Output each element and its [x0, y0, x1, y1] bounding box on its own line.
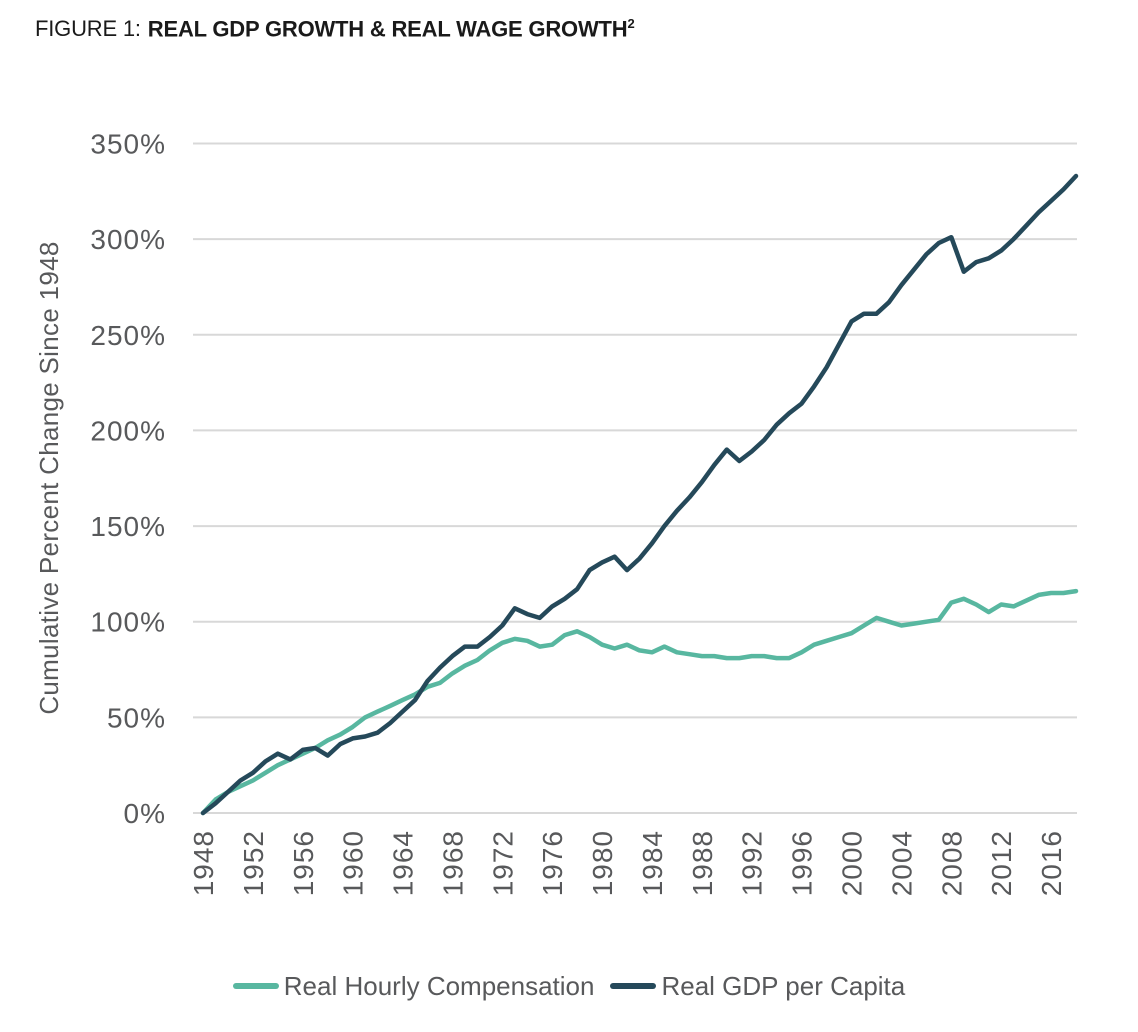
x-tick-label: 1956	[288, 830, 319, 896]
figure-label: FIGURE 1:	[35, 16, 141, 42]
y-tick-label: 300%	[90, 224, 166, 255]
x-tick-label: 1960	[338, 830, 369, 896]
x-tick-label: 1980	[587, 830, 618, 896]
x-tick-label: 1992	[737, 830, 768, 896]
series-line-real-hourly-compensation	[200, 588, 1079, 816]
figure-title: FIGURE 1: REAL GDP GROWTH & REAL WAGE GRO…	[35, 16, 635, 42]
x-tick-label: 1976	[537, 830, 568, 896]
y-tick-label: 0%	[124, 798, 166, 829]
legend-item-real-hourly-compensation: Real Hourly Compensation	[232, 970, 595, 1002]
x-tick-label: 2012	[986, 830, 1017, 896]
x-tick-label: 2004	[886, 830, 917, 896]
x-tick-label: 1968	[437, 830, 468, 896]
x-tick-label: 1972	[487, 830, 518, 896]
legend-swatch-teal	[232, 983, 279, 989]
x-tick-label: 1988	[687, 830, 718, 896]
x-tick-label: 2016	[1036, 830, 1067, 896]
legend-label-real-hourly-compensation: Real Hourly Compensation	[283, 970, 595, 1001]
x-tick-label: 1996	[787, 830, 818, 896]
y-tick-label: 250%	[90, 320, 166, 351]
y-tick-label: 350%	[90, 129, 166, 160]
footnote-marker: 2	[627, 16, 635, 31]
y-tick-label: 50%	[107, 702, 166, 733]
figure-title-text: REAL GDP GROWTH & REAL WAGE GROWTH	[147, 16, 628, 42]
legend-label-real-gdp-per-capita: Real GDP per Capita	[661, 970, 906, 1001]
x-tick-label: 1964	[388, 830, 419, 896]
x-tick-label: 2000	[837, 830, 868, 896]
legend-swatch-navy	[610, 983, 657, 989]
y-tick-label: 100%	[90, 607, 166, 638]
y-tick-label: 200%	[90, 415, 166, 446]
x-tick-label: 2008	[936, 830, 967, 896]
x-tick-label: 1948	[188, 830, 219, 896]
y-axis-title: Cumulative Percent Change Since 1948	[34, 241, 64, 714]
x-tick-label: 1984	[637, 830, 668, 896]
x-tick-label: 1952	[238, 830, 269, 896]
y-tick-label: 150%	[90, 511, 166, 542]
chart-legend: Real Hourly Compensation Real GDP per Ca…	[0, 966, 1138, 1006]
legend-item-real-gdp-per-capita: Real GDP per Capita	[610, 971, 905, 1002]
line-chart-canvas: 0% 50% 100% 150% 200% 250% 300% 350% 1948 1952 195…	[34, 129, 1079, 896]
series-line-real-gdp-per-capita	[200, 173, 1079, 816]
